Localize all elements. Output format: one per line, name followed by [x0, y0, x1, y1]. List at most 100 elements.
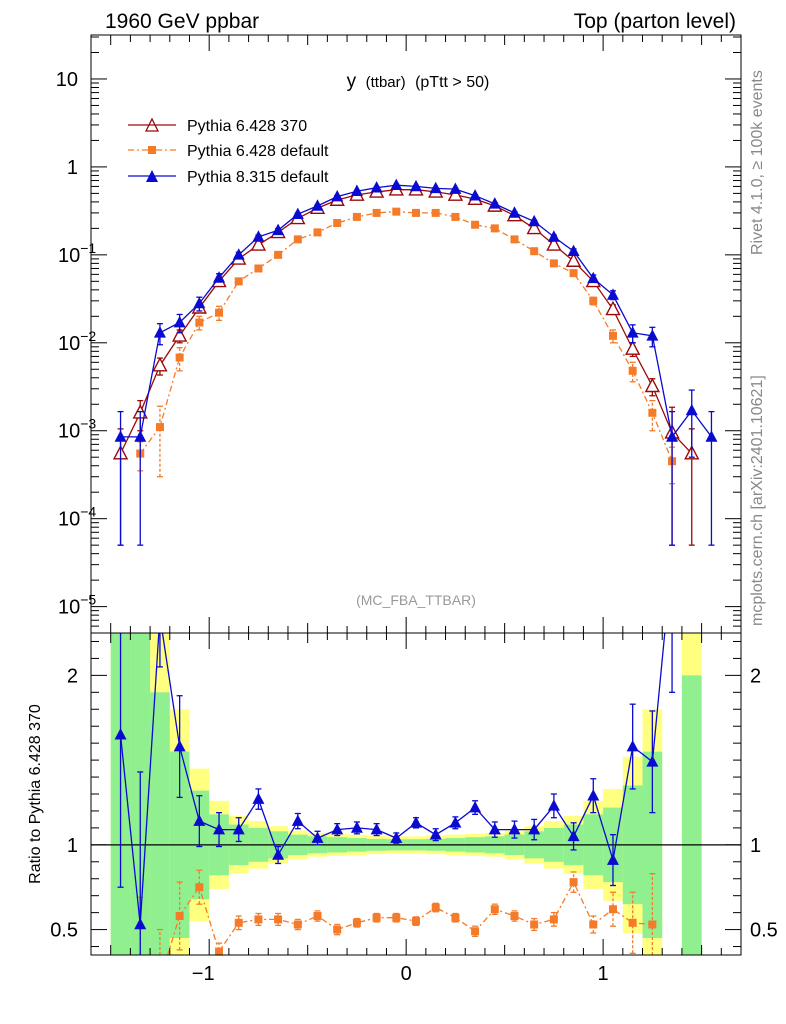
- ratio-y-tick-labels-right: 0.5 1 2: [750, 665, 778, 941]
- data-point: [685, 403, 698, 416]
- ratio-series-pythia-8-315-default: [114, 633, 676, 955]
- data-point: [390, 831, 403, 843]
- data-point: [666, 430, 679, 442]
- data-point: [587, 271, 600, 284]
- y-tick-label-1e-1: 10−1: [58, 240, 96, 267]
- data-point: [451, 913, 460, 922]
- x-tick-label-minus1: −1: [192, 963, 215, 985]
- data-point: [372, 913, 381, 922]
- data-point: [646, 755, 659, 767]
- x-tick-label-0: 0: [401, 963, 412, 985]
- data-point: [134, 430, 147, 442]
- analysis-watermark: (MC_FBA_TTBAR): [356, 592, 476, 608]
- data-point: [331, 189, 344, 202]
- main-panel: 10 1 10−1 10−2 10−3 10−4 10−5 y (ttbar) …: [56, 34, 742, 634]
- data-point: [410, 816, 422, 828]
- data-point: [134, 917, 147, 930]
- main-y-tick-labels: 10 1 10−1 10−2 10−3 10−4 10−5: [56, 69, 97, 619]
- legend-label: Pythia 6.428 370: [187, 118, 307, 135]
- y-tick-label-1: 1: [67, 157, 78, 179]
- data-point: [469, 189, 482, 201]
- data-point: [412, 208, 420, 217]
- y-tick-label-1e-5: 10−5: [58, 592, 96, 619]
- data-point: [447, 186, 464, 201]
- data-point: [431, 208, 440, 217]
- data-point: [606, 853, 619, 865]
- ratio-y-tick-right-2: 2: [750, 665, 761, 687]
- data-point: [508, 822, 521, 835]
- header-left: 1960 GeV ppbar: [105, 10, 259, 33]
- data-point: [410, 179, 422, 192]
- data-point: [567, 829, 580, 842]
- data-point: [490, 905, 499, 914]
- legend-entry-pythia6-default: Pythia 6.428 default: [128, 143, 329, 160]
- data-point: [350, 821, 363, 833]
- data-point: [350, 184, 363, 196]
- data-point: [412, 917, 420, 926]
- data-point: [232, 822, 245, 835]
- data-point: [232, 248, 245, 260]
- data-point: [608, 331, 617, 340]
- ratio-axis-ticks: [90, 633, 742, 955]
- data-point: [352, 212, 361, 221]
- ratio-y-tick-0.5: 0.5: [50, 920, 78, 942]
- data-point: [254, 264, 263, 273]
- data-point: [193, 296, 206, 309]
- plot-title-sub: (ttbar): [366, 74, 406, 91]
- data-point: [173, 315, 186, 328]
- y-tick-label-1e-2: 10−2: [58, 328, 96, 355]
- data-point: [569, 878, 578, 887]
- main-plot-content: [112, 178, 718, 546]
- data-point: [272, 848, 285, 860]
- data-point: [171, 327, 188, 342]
- data-point: [528, 822, 541, 835]
- data-point: [646, 329, 659, 341]
- data-point: [488, 822, 501, 835]
- data-point: [215, 308, 224, 317]
- data-point: [293, 920, 302, 929]
- uncertainty-bands: [110, 633, 702, 955]
- data-point: [331, 822, 344, 835]
- data-point: [195, 318, 204, 327]
- data-point: [370, 822, 383, 835]
- data-point: [488, 197, 501, 209]
- data-point: [252, 230, 265, 242]
- data-point: [605, 300, 621, 316]
- data-point: [313, 228, 322, 237]
- data-point: [213, 271, 226, 283]
- data-point: [193, 814, 206, 826]
- data-point: [173, 739, 186, 752]
- rivet-version-label: Rivet 4.1.0, ≥ 100k events: [749, 70, 766, 255]
- ratio-y-tick-2: 2: [67, 665, 78, 687]
- data-point: [567, 244, 580, 257]
- data-point: [311, 199, 324, 211]
- data-point: [626, 326, 639, 338]
- data-point: [626, 739, 639, 752]
- data-point: [628, 918, 637, 927]
- data-point: [547, 230, 560, 242]
- data-point: [565, 252, 582, 267]
- series-line: [139, 210, 673, 462]
- y-tick-label-1e-3: 10−3: [58, 416, 96, 443]
- data-point: [152, 356, 168, 372]
- band-inner: [150, 692, 170, 955]
- data-point: [606, 288, 619, 300]
- data-point: [625, 340, 641, 355]
- data-point: [215, 947, 224, 956]
- data-point: [313, 912, 322, 921]
- x-tick-labels: −1 0 1: [192, 963, 609, 985]
- main-axis-ticks: [90, 35, 742, 633]
- data-point: [372, 208, 381, 217]
- data-point: [490, 224, 499, 233]
- data-point: [589, 296, 598, 305]
- ratio-y-tick-1: 1: [67, 835, 78, 857]
- header-right: Top (parton level): [574, 10, 736, 33]
- data-point: [608, 905, 617, 914]
- data-point: [628, 366, 637, 375]
- data-point: [528, 214, 541, 227]
- data-point: [549, 259, 558, 268]
- data-point: [153, 326, 166, 338]
- legend-marker-square: [148, 146, 156, 154]
- data-point: [274, 915, 283, 924]
- data-point: [195, 883, 204, 892]
